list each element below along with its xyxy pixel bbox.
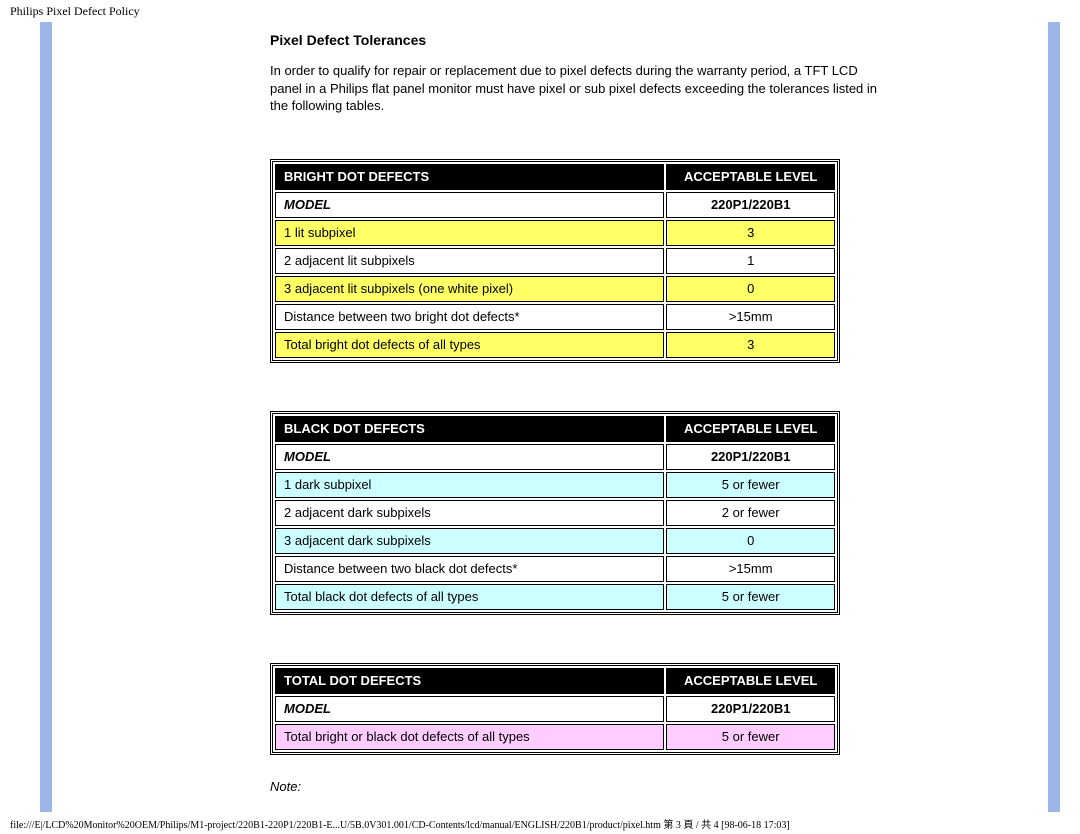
- intro-paragraph: In order to qualify for repair or replac…: [270, 62, 880, 115]
- table-model-row: MODEL220P1/220B1: [275, 192, 835, 218]
- table-cell: 5 or fewer: [666, 584, 835, 610]
- footer-path: file:///E|/LCD%20Monitor%20OEM/Philips/M…: [10, 816, 1070, 831]
- defect-table: TOTAL DOT DEFECTSACCEPTABLE LEVELMODEL22…: [270, 663, 840, 755]
- table-row: 3 adjacent lit subpixels (one white pixe…: [275, 276, 835, 302]
- table-model-row: MODEL220P1/220B1: [275, 696, 835, 722]
- table-row: 1 dark subpixel5 or fewer: [275, 472, 835, 498]
- table-header-cell: BRIGHT DOT DEFECTS: [275, 164, 664, 190]
- table-cell: 220P1/220B1: [666, 444, 835, 470]
- content: Pixel Defect Tolerances In order to qual…: [270, 32, 880, 794]
- table-cell: Distance between two bright dot defects*: [275, 304, 664, 330]
- table-header-cell: ACCEPTABLE LEVEL: [666, 668, 835, 694]
- table-header-cell: TOTAL DOT DEFECTS: [275, 668, 664, 694]
- table-row: 1 lit subpixel3: [275, 220, 835, 246]
- table-cell: 0: [666, 276, 835, 302]
- table-row: 3 adjacent dark subpixels0: [275, 528, 835, 554]
- table-cell: Total bright dot defects of all types: [275, 332, 664, 358]
- defect-table: BRIGHT DOT DEFECTSACCEPTABLE LEVELMODEL2…: [270, 159, 840, 363]
- table-row: Total black dot defects of all types5 or…: [275, 584, 835, 610]
- table-header-row: BLACK DOT DEFECTSACCEPTABLE LEVEL: [275, 416, 835, 442]
- table-cell: MODEL: [275, 696, 664, 722]
- table-row: Distance between two bright dot defects*…: [275, 304, 835, 330]
- page-header: Philips Pixel Defect Policy: [0, 0, 1080, 21]
- table-cell: 0: [666, 528, 835, 554]
- tables-container: BRIGHT DOT DEFECTSACCEPTABLE LEVELMODEL2…: [270, 159, 880, 755]
- table-cell: 2 or fewer: [666, 500, 835, 526]
- table-row: 2 adjacent dark subpixels2 or fewer: [275, 500, 835, 526]
- table-cell: >15mm: [666, 304, 835, 330]
- table-cell: 3: [666, 332, 835, 358]
- table-header-cell: ACCEPTABLE LEVEL: [666, 164, 835, 190]
- table-cell: 2 adjacent dark subpixels: [275, 500, 664, 526]
- table-cell: 3 adjacent lit subpixels (one white pixe…: [275, 276, 664, 302]
- table-row: Total bright dot defects of all types3: [275, 332, 835, 358]
- table-cell: 5 or fewer: [666, 724, 835, 750]
- left-band: [40, 22, 52, 812]
- table-cell: 220P1/220B1: [666, 192, 835, 218]
- table-cell: 220P1/220B1: [666, 696, 835, 722]
- table-cell: >15mm: [666, 556, 835, 582]
- table-cell: 1: [666, 248, 835, 274]
- note-label: Note:: [270, 779, 880, 794]
- table-header-cell: BLACK DOT DEFECTS: [275, 416, 664, 442]
- table-cell: 3 adjacent dark subpixels: [275, 528, 664, 554]
- table-row: Total bright or black dot defects of all…: [275, 724, 835, 750]
- right-band: [1048, 22, 1060, 812]
- table-cell: 5 or fewer: [666, 472, 835, 498]
- table-cell: 1 dark subpixel: [275, 472, 664, 498]
- table-header-row: TOTAL DOT DEFECTSACCEPTABLE LEVEL: [275, 668, 835, 694]
- table-header-cell: ACCEPTABLE LEVEL: [666, 416, 835, 442]
- table-header-row: BRIGHT DOT DEFECTSACCEPTABLE LEVEL: [275, 164, 835, 190]
- table-cell: Total bright or black dot defects of all…: [275, 724, 664, 750]
- section-title: Pixel Defect Tolerances: [270, 32, 880, 48]
- table-cell: MODEL: [275, 444, 664, 470]
- table-cell: 3: [666, 220, 835, 246]
- table-row: Distance between two black dot defects*>…: [275, 556, 835, 582]
- table-row: 2 adjacent lit subpixels1: [275, 248, 835, 274]
- table-cell: MODEL: [275, 192, 664, 218]
- table-model-row: MODEL220P1/220B1: [275, 444, 835, 470]
- table-cell: 2 adjacent lit subpixels: [275, 248, 664, 274]
- table-cell: 1 lit subpixel: [275, 220, 664, 246]
- table-cell: Total black dot defects of all types: [275, 584, 664, 610]
- defect-table: BLACK DOT DEFECTSACCEPTABLE LEVELMODEL22…: [270, 411, 840, 615]
- table-cell: Distance between two black dot defects*: [275, 556, 664, 582]
